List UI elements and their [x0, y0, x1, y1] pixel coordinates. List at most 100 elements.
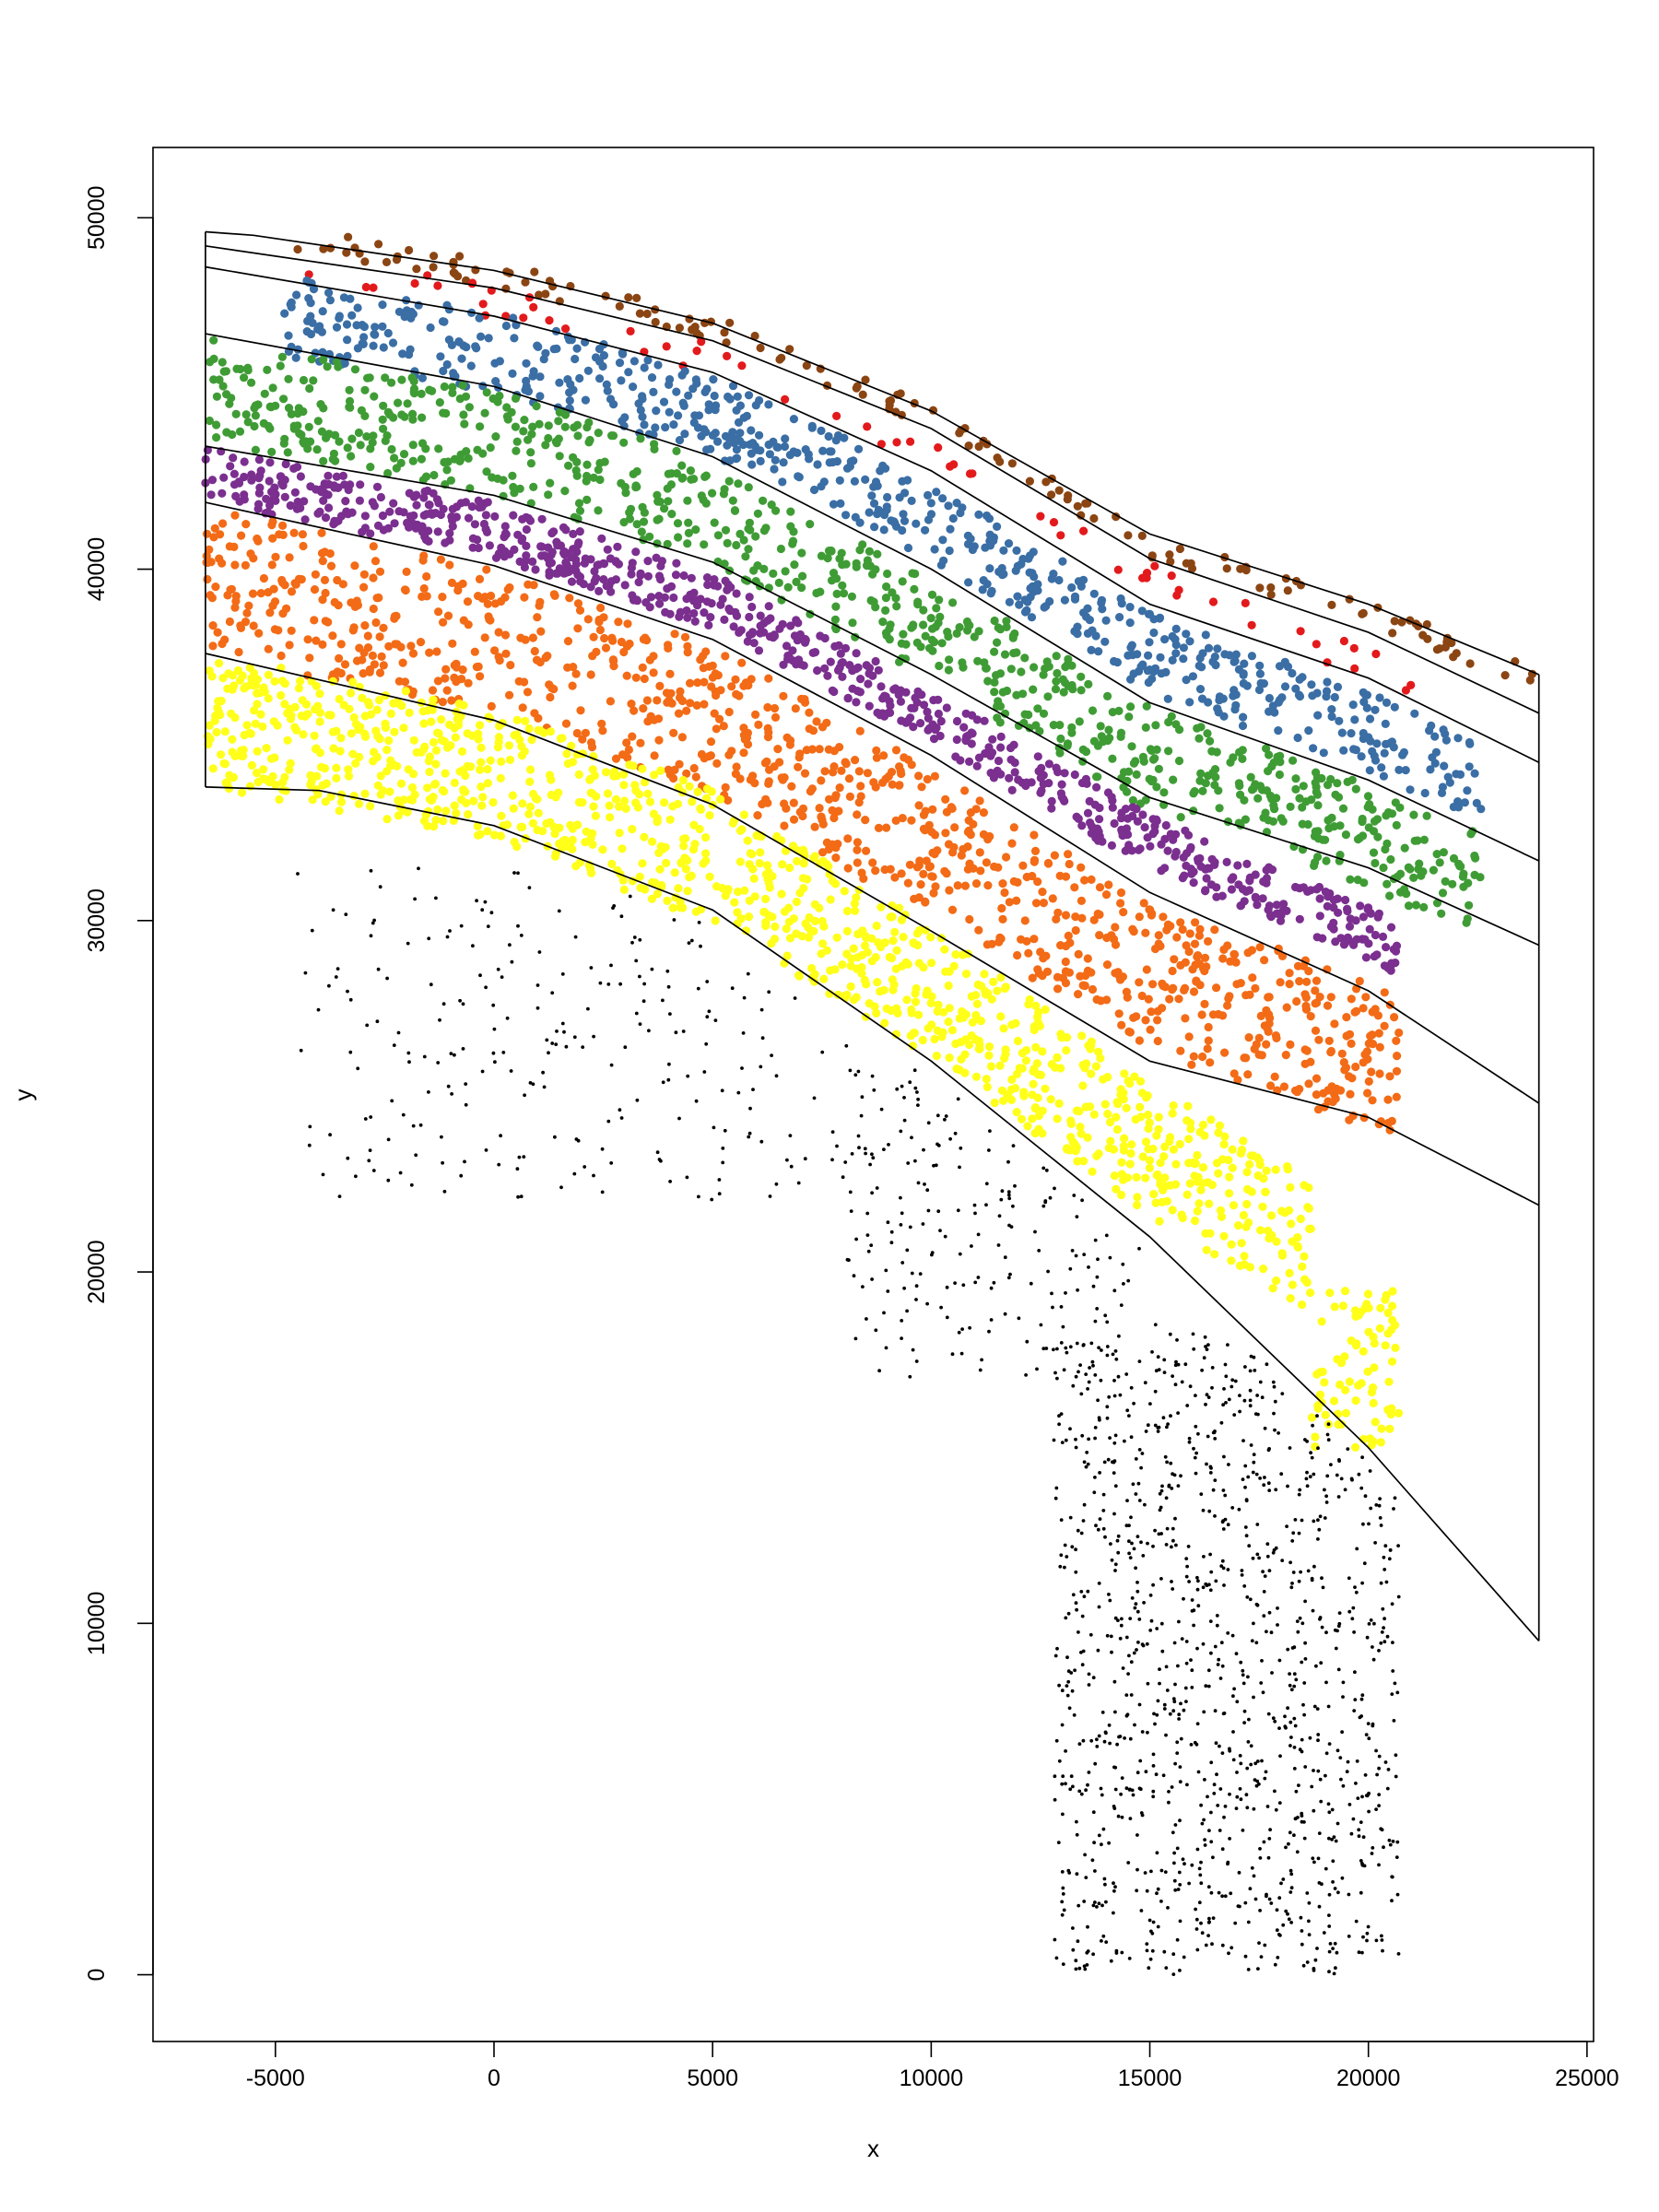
data-point — [1283, 586, 1292, 595]
data-point — [1095, 815, 1104, 824]
data-point — [305, 383, 314, 394]
data-point — [1182, 629, 1191, 639]
data-point — [682, 706, 691, 715]
data-point — [831, 853, 841, 863]
data-point — [279, 439, 288, 448]
data-point — [544, 433, 553, 443]
data-point — [217, 750, 226, 759]
data-point — [818, 939, 828, 948]
data-point — [1215, 696, 1224, 705]
data-point — [1277, 1206, 1287, 1216]
data-point — [1065, 1684, 1069, 1688]
data-point — [611, 754, 621, 763]
data-point — [850, 899, 860, 909]
data-point — [1303, 1203, 1312, 1212]
data-point — [679, 401, 688, 410]
data-point — [872, 1008, 881, 1018]
data-point — [1115, 613, 1124, 622]
data-point — [365, 700, 374, 710]
data-point — [1002, 622, 1011, 632]
data-point — [360, 621, 370, 630]
data-point — [908, 622, 918, 631]
data-point — [1117, 1170, 1126, 1179]
data-point — [1231, 650, 1241, 659]
data-point — [1376, 1438, 1385, 1447]
data-point — [1194, 1172, 1203, 1182]
data-point — [845, 792, 855, 802]
data-point — [865, 508, 874, 517]
data-point — [531, 565, 540, 574]
data-point — [846, 457, 855, 466]
data-point — [528, 557, 537, 567]
data-point — [418, 556, 428, 565]
data-point — [1254, 1033, 1264, 1042]
data-point — [696, 655, 705, 665]
data-point — [455, 767, 465, 776]
data-point — [427, 717, 436, 726]
data-point — [241, 410, 251, 419]
data-point — [1071, 912, 1080, 922]
data-point — [1343, 904, 1352, 913]
data-point — [378, 322, 387, 331]
data-point — [674, 884, 683, 893]
data-point — [592, 573, 601, 582]
data-point — [906, 437, 915, 446]
data-point — [1158, 1004, 1167, 1013]
data-point — [1196, 862, 1206, 871]
data-point — [1303, 819, 1312, 830]
data-point — [743, 740, 753, 749]
data-point — [973, 656, 982, 665]
data-point — [1070, 1688, 1075, 1693]
data-point — [1049, 518, 1059, 527]
data-point — [1198, 1163, 1208, 1172]
data-point — [1049, 570, 1058, 579]
data-point — [902, 995, 912, 1005]
data-point — [1234, 779, 1243, 788]
data-point — [233, 665, 243, 676]
data-point — [1096, 1053, 1105, 1063]
data-point — [1047, 804, 1056, 813]
data-point — [1277, 1726, 1281, 1730]
data-point — [317, 327, 326, 336]
data-point — [438, 698, 447, 707]
data-point — [267, 560, 276, 570]
data-point — [1134, 1602, 1138, 1606]
data-point — [298, 696, 307, 705]
data-point — [486, 756, 495, 765]
data-point — [1264, 905, 1273, 914]
data-point — [1061, 911, 1071, 920]
data-point — [682, 769, 691, 779]
data-point — [242, 608, 252, 618]
data-point — [475, 574, 485, 584]
data-point — [659, 798, 669, 807]
data-point — [1272, 1411, 1276, 1416]
data-point — [911, 997, 921, 1006]
data-point — [1155, 1217, 1164, 1226]
data-point — [490, 646, 500, 655]
data-point — [417, 522, 426, 532]
data-point — [1325, 1288, 1335, 1298]
data-point — [371, 323, 380, 332]
data-point — [1089, 513, 1099, 524]
data-point — [212, 727, 221, 737]
data-point — [480, 408, 489, 418]
data-point — [1024, 710, 1033, 720]
data-point — [1422, 811, 1431, 820]
data-point — [999, 1024, 1008, 1033]
data-point — [209, 335, 218, 345]
data-point — [1365, 800, 1374, 809]
data-point — [276, 651, 286, 661]
data-point — [1448, 879, 1457, 888]
data-point — [1083, 954, 1092, 963]
data-point — [296, 472, 305, 481]
data-point — [1127, 1957, 1132, 1960]
data-point — [348, 749, 358, 759]
data-point — [730, 986, 735, 991]
data-point — [923, 707, 932, 717]
data-point — [457, 795, 466, 805]
data-point — [984, 514, 994, 524]
data-point — [769, 569, 778, 579]
data-point — [628, 825, 637, 834]
data-point — [1259, 1174, 1268, 1183]
data-point — [1103, 1110, 1112, 1119]
